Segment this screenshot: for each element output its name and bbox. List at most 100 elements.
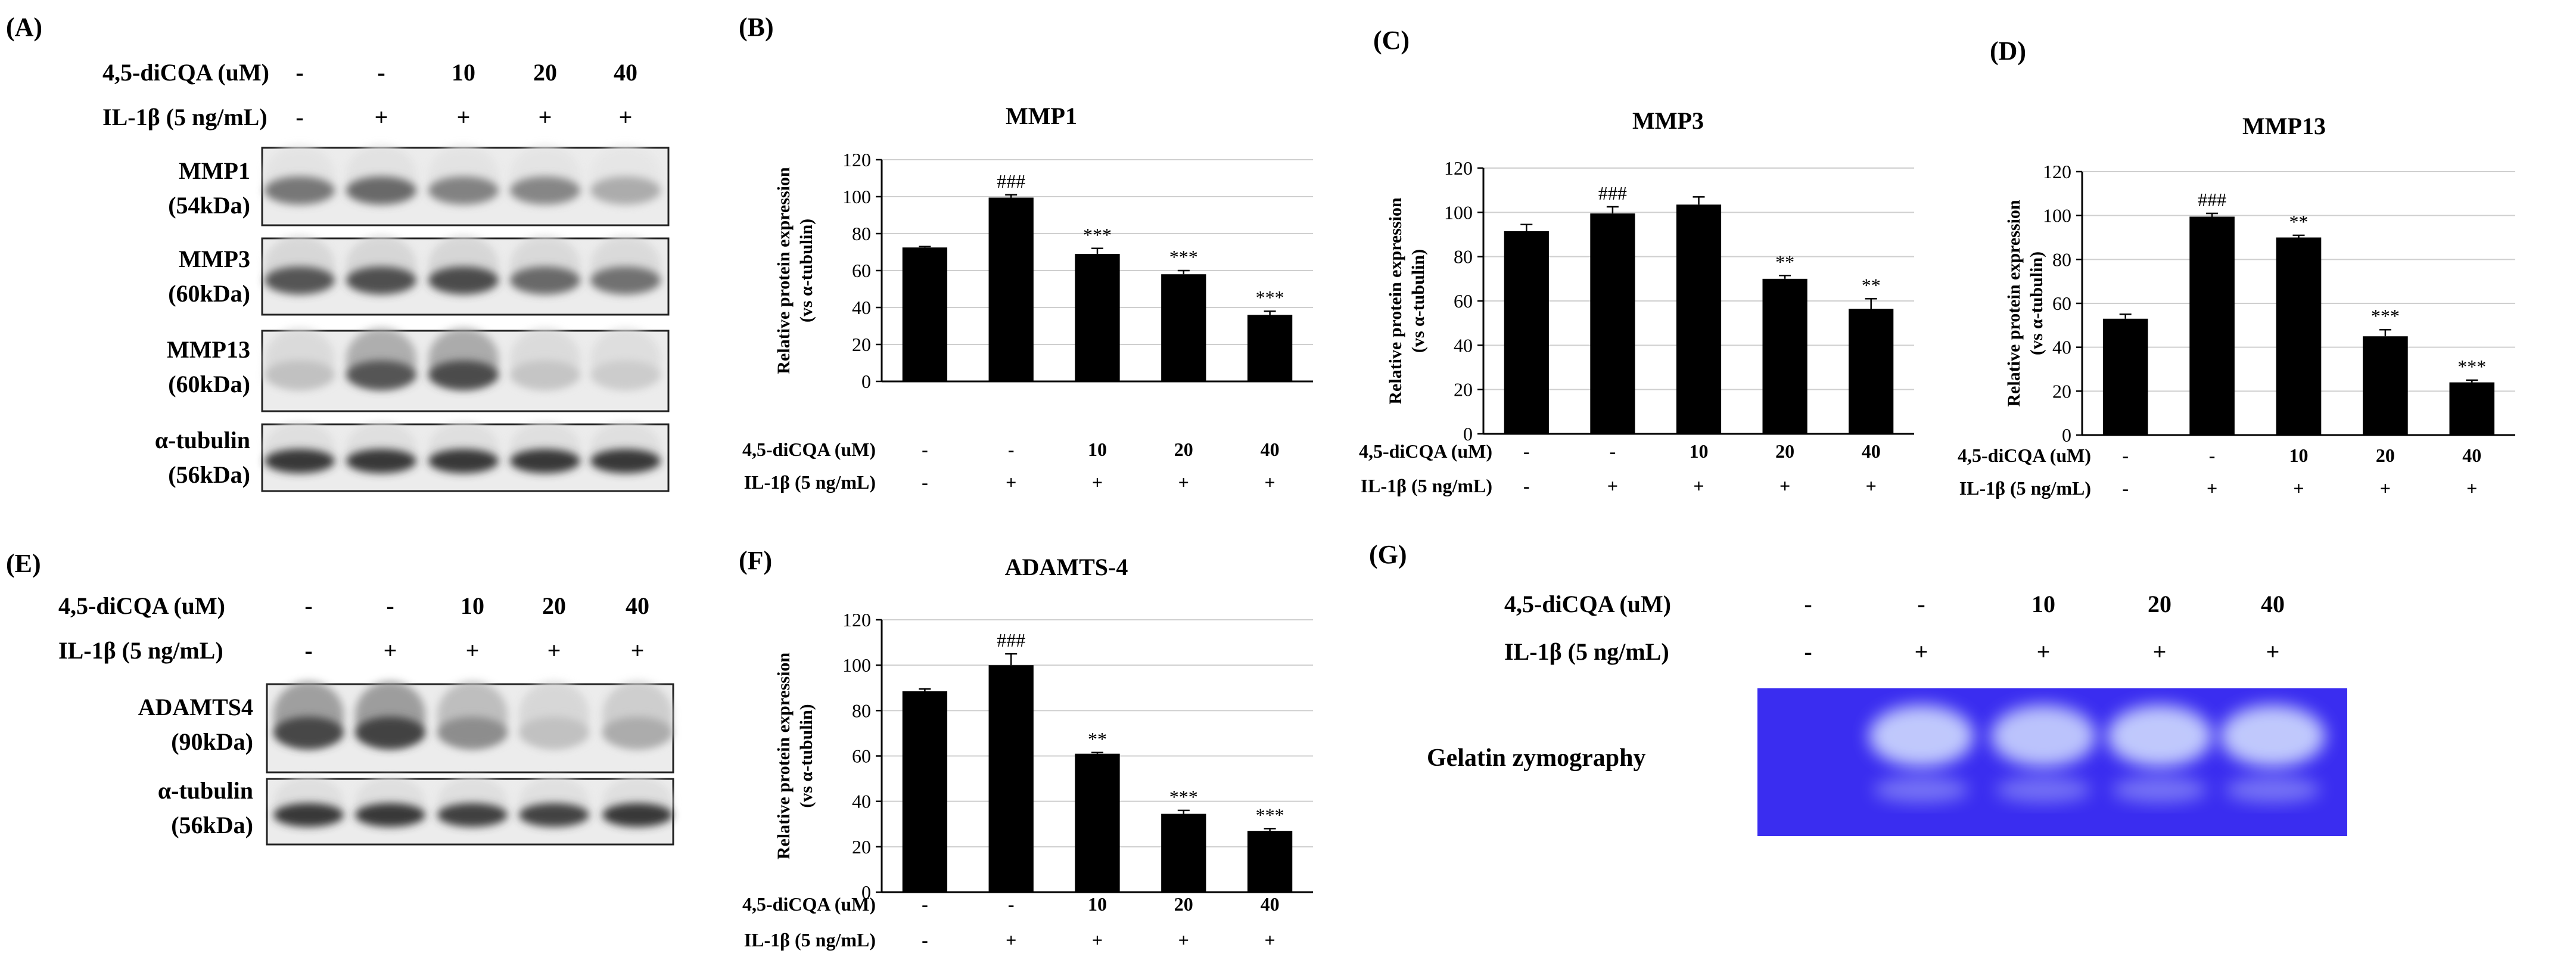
significance-mark: ** [1862,274,1881,296]
bar [1849,309,1894,434]
significance-mark: *** [1256,287,1284,308]
chart-diCQA-value: 20 [1174,439,1193,460]
blot-label-mmp3: MMP3 [179,246,250,272]
panel-a-treatment-marks: - - - +10 +20 +40 + [295,59,637,131]
y-tick-label: 80 [852,700,871,721]
panel-a-diCQA-value: 40 [614,59,637,86]
chart-il1b-value: + [1264,471,1275,493]
chart-adamts4: (F) ADAMTS-4 0 20 40 60 80 100 120 Relative prote… [739,546,1313,951]
significance-mark: ** [2289,211,2309,232]
panel-a-band [590,449,661,473]
panel-g-diCQA-value: - [1917,591,1925,617]
y-tick-label: 100 [1444,201,1473,223]
panel-a-band [428,266,499,294]
blot-size-tubulin-e: (56kDa) [171,812,253,839]
panel-e-il1b-value: + [631,637,645,664]
blot-size-mmp13: (60kDa) [168,371,250,398]
bar [988,665,1034,892]
panel-label: (F) [739,546,772,575]
panel-a-band [590,360,661,390]
y-tick-label: 20 [1454,379,1473,400]
panel-e-label: (E) [6,549,41,578]
panel-e-diCQA-value: 10 [461,592,484,619]
chart-diCQA-value: 20 [1174,893,1193,915]
panel-a-band [346,176,416,204]
panel-a-band [510,449,580,473]
panel-a-band [265,449,335,473]
panel-a-blots [261,145,670,492]
panel-e-diCQA-value: 40 [626,592,649,619]
panel-e-band [602,803,673,827]
panel-e-diCQA-value: - [304,592,312,619]
panel-e-il1b-value: + [466,637,480,664]
bar [2276,237,2322,435]
blot-label-tubulin-a: α-tubulin [155,427,250,454]
chart-diCQA-value: - [1523,440,1530,462]
panel-e-band [519,803,589,827]
panel-a-diCQA-label: 4,5-diCQA (uM) [102,59,269,86]
panel-a-diCQA-value: - [295,59,303,86]
blot-size-mmp1: (54kDa) [168,192,250,219]
panel-a-band [510,176,580,204]
bar [1075,254,1120,381]
panel-e: (E) 4,5-diCQA (uM) IL-1β (5 ng/mL) - - - +1… [6,549,674,846]
y-tick-label: 0 [861,371,871,392]
y-axis-label: (vs α-tubulin) [797,219,816,322]
chart-mmp13: (D) MMP13 0 20 40 60 80 100 120 Relative protein … [1958,36,2515,499]
panel-a-il1b-value: + [539,104,552,131]
y-tick-label: 120 [842,609,871,631]
significance-mark: ### [997,629,1025,651]
panel-a-diCQA-value: 10 [452,59,475,86]
chart-diCQA-value: - [1008,439,1015,460]
panel-e-strip-0 [266,681,674,774]
y-axis-label: Relative protein expression [1386,197,1405,405]
panel-e-band [519,716,589,749]
blot-label-tubulin-e: α-tubulin [158,777,253,804]
panel-a-diCQA-value: - [377,59,385,86]
gel-band-main [2220,705,2325,767]
y-tick-label: 0 [2062,424,2071,446]
panel-label: (C) [1373,26,1410,55]
chart-diCQA-value: - [1610,440,1616,462]
panel-e-il1b-label: IL-1β (5 ng/mL) [58,637,223,664]
bar [1161,813,1206,892]
panel-e-band [273,716,344,749]
chart-mmp1: (B) MMP1 0 20 40 60 80 100 120 Relative protein e… [739,13,1313,493]
y-tick-label: 40 [2052,337,2071,358]
zymography-label: Gelatin zymography [1427,744,1645,772]
panel-g-diCQA-value: 10 [2031,591,2055,617]
panel-a-band [590,266,661,294]
bar [902,691,948,892]
chart-diCQA-value: - [1008,893,1015,915]
significance-mark: ### [1598,182,1627,204]
panel-e-strip-1 [266,777,674,846]
chart-il1b-value: + [1006,929,1016,951]
panel-a-il1b-value: + [457,104,471,131]
significance-mark: ** [1775,251,1794,272]
panel-a-strip-1 [261,236,670,316]
significance-mark: *** [1169,786,1198,808]
panel-g: (G) 4,5-diCQA (uM) IL-1β (5 ng/mL) - - - +1… [1369,540,2347,836]
panel-a-strip-2 [261,328,670,412]
y-tick-label: 120 [842,149,871,170]
chart-diCQA-value: 10 [2289,445,2309,466]
panel-g-treatment-marks: - - - +10 +20 +40 + [1804,591,2285,665]
chart-il1b-label: IL-1β (5 ng/mL) [744,929,876,951]
y-tick-label: 60 [2052,293,2071,314]
panel-a-band [346,360,416,390]
panel-a-il1b-label: IL-1β (5 ng/mL) [102,104,267,131]
panel-e-treatment-marks: - - - +10 +20 +40 + [304,592,649,664]
panel-a-band [265,266,335,294]
chart-il1b-value: + [1607,475,1618,496]
y-axis-label: (vs α-tubulin) [797,704,816,808]
panel-a-band [346,449,416,473]
chart-diCQA-value: 10 [1690,440,1709,462]
chart-il1b-value: + [1178,929,1189,951]
bar [988,197,1034,381]
chart-il1b-label: IL-1β (5 ng/mL) [744,471,876,493]
panel-g-il1b-value: + [2266,638,2280,665]
panel-e-band [437,803,508,827]
panel-g-il1b-value: + [2153,638,2167,665]
chart-diCQA-value: 40 [1261,439,1280,460]
